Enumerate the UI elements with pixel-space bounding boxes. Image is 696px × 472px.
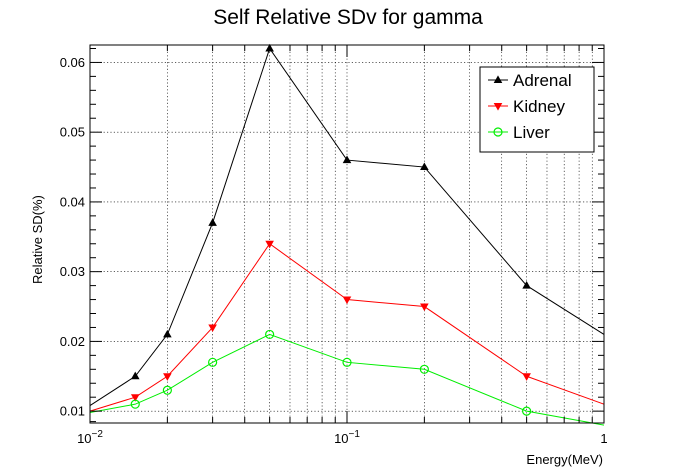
legend-label: Kidney bbox=[513, 97, 565, 116]
data-point-liver bbox=[130, 399, 140, 409]
series-kidney bbox=[89, 240, 605, 412]
y-tick-label: 0.06 bbox=[60, 55, 85, 70]
x-axis-label: Energy(MeV) bbox=[526, 452, 603, 467]
data-point-kidney bbox=[163, 373, 172, 381]
x-tick-label-base: 10 bbox=[334, 431, 348, 446]
data-point-adrenal bbox=[208, 218, 217, 226]
x-tick-label-base: 1 bbox=[600, 431, 607, 446]
x-tick-label-exponent: −1 bbox=[349, 429, 361, 440]
data-point-adrenal bbox=[420, 162, 429, 171]
data-point-liver bbox=[342, 357, 352, 367]
legend-label: Liver bbox=[513, 123, 550, 142]
data-point-adrenal bbox=[130, 371, 140, 380]
legend-box bbox=[479, 66, 595, 153]
legend-entry-adrenal: Adrenal bbox=[488, 71, 572, 90]
legend-entry-liver: Liver bbox=[488, 123, 550, 142]
y-tick-label: 0.01 bbox=[60, 404, 85, 419]
legend-marker bbox=[493, 103, 503, 111]
series-liver bbox=[89, 329, 605, 426]
y-axis-label: Relative SD(%) bbox=[30, 195, 45, 284]
legend-entry-kidney: Kidney bbox=[488, 97, 565, 116]
x-tick-label: 1 bbox=[600, 431, 607, 446]
x-tick-label-base: 10 bbox=[77, 431, 91, 446]
data-point-liver bbox=[208, 357, 218, 367]
data-point-adrenal bbox=[342, 155, 352, 164]
data-point-kidney bbox=[342, 296, 352, 305]
x-tick-label-exponent: −2 bbox=[92, 429, 104, 440]
y-tick-label: 0.04 bbox=[60, 194, 85, 209]
y-tick-label: 0.02 bbox=[60, 334, 85, 349]
axes: 10−2 10−1 10.010.020.030.040.050.06 bbox=[60, 45, 608, 446]
legend-label: Adrenal bbox=[513, 71, 572, 90]
x-tick-label: 10−2 bbox=[77, 429, 103, 446]
data-point-kidney bbox=[265, 240, 274, 249]
series-line-liver bbox=[89, 333, 605, 426]
data-point-kidney bbox=[420, 303, 429, 312]
legend: Adrenal Kidney Liver bbox=[479, 66, 595, 153]
data-point-liver bbox=[162, 385, 172, 395]
legend-marker bbox=[493, 127, 503, 137]
grid bbox=[90, 45, 604, 423]
chart-title: Self Relative SDv for gamma bbox=[213, 6, 483, 29]
data-point-adrenal bbox=[163, 329, 172, 338]
y-tick-label: 0.05 bbox=[60, 125, 85, 140]
x-tick-label: 10−1 bbox=[334, 429, 360, 446]
data-point-liver bbox=[419, 364, 429, 374]
data-point-liver bbox=[265, 329, 275, 340]
data-point-liver bbox=[522, 406, 532, 416]
data-point-kidney bbox=[522, 373, 531, 381]
legend-marker bbox=[493, 75, 503, 83]
data-point-kidney bbox=[130, 394, 140, 402]
y-tick-label: 0.03 bbox=[60, 264, 85, 279]
data-point-adrenal bbox=[522, 281, 531, 289]
data-point-kidney bbox=[208, 324, 217, 333]
